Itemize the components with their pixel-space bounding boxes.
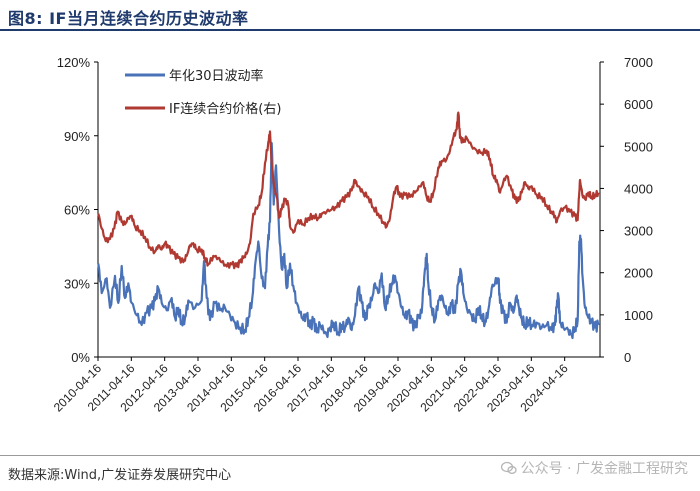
y-right-tick-label: 2000 bbox=[624, 266, 653, 281]
y-right-tick-label: 1000 bbox=[624, 308, 653, 323]
y-left-tick-label: 30% bbox=[64, 276, 90, 291]
y-left-tick-label: 60% bbox=[64, 203, 90, 218]
y-right-tick-label: 0 bbox=[624, 350, 631, 365]
watermark-text: 公众号 · 广发金融工程研究 bbox=[520, 461, 688, 477]
wechat-icon bbox=[500, 461, 517, 474]
volatility-chart: 0% 30% 60% 90% 120% 0 1000 2000 3000 4000 5000 6000… bbox=[51, 55, 653, 415]
legend-label-price: IF连续合约价格(右) bbox=[169, 101, 281, 117]
y-right-tick-label: 6000 bbox=[624, 97, 653, 112]
price-series-line bbox=[97, 111, 600, 270]
y-right-tick-label: 4000 bbox=[624, 181, 653, 196]
y-right-tick-label: 7000 bbox=[624, 55, 653, 70]
y-left-tick-label: 90% bbox=[64, 129, 90, 144]
y-left-tick-label: 120% bbox=[57, 55, 91, 70]
y-right-tick-label: 3000 bbox=[624, 224, 653, 239]
watermark: 公众号 · 广发金融工程研究 bbox=[500, 458, 688, 478]
volatility-series-line bbox=[97, 142, 600, 340]
y-right-tick-label: 5000 bbox=[624, 139, 653, 154]
source-note: 数据来源:Wind,广发证券发展研究中心 bbox=[8, 468, 232, 483]
title-divider bbox=[0, 29, 700, 31]
legend-label-volatility: 年化30日波动率 bbox=[169, 68, 264, 84]
footer-divider bbox=[0, 455, 700, 456]
y-left-tick-label: 0% bbox=[71, 350, 90, 365]
page-title: 图8: IF当月连续合约历史波动率 bbox=[8, 9, 249, 28]
